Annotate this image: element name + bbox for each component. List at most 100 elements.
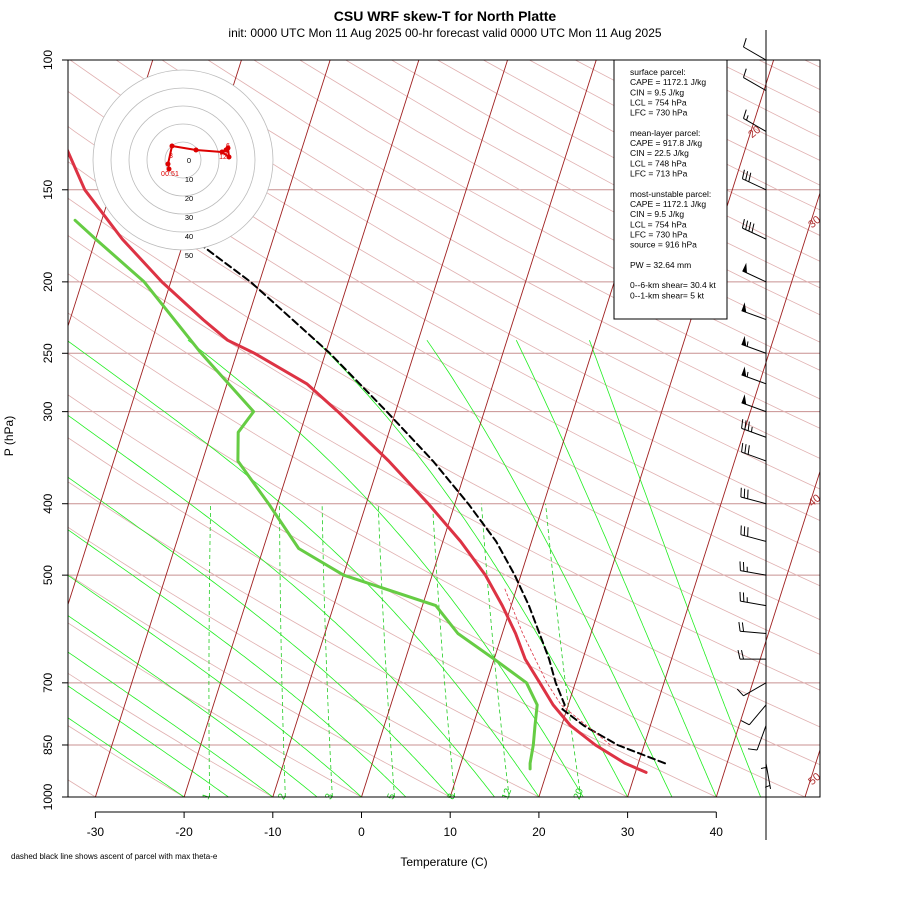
stats-line: CIN = 22.5 J/kg [630,148,689,158]
barb-half-flag [746,115,749,121]
temperature-line [68,148,648,774]
stats-line: surface parcel: [630,67,686,77]
hodograph-point [193,147,199,153]
x-axis-label: Temperature (C) [400,855,487,869]
barb-shaft [740,534,767,542]
p-tick-label: 400 [41,493,55,513]
hodograph-ring-label: 40 [185,232,193,241]
barb-shaft [740,496,767,505]
isotherm [538,60,775,797]
dry-adiabat [68,90,820,521]
mixing-ratio-label: 1 [201,792,213,801]
stats-line: LCL = 754 hPa [630,97,687,107]
stats-line: LCL = 754 hPa [630,219,687,229]
barb-shaft [741,343,767,354]
barb-flag [743,109,747,119]
wind-barb [747,725,767,751]
moist-adiabat [68,574,362,797]
barb-shaft [765,763,772,789]
barb-flag [745,220,749,230]
hodograph-height-label: 0.5 [165,171,175,178]
p-tick-label: 850 [41,735,55,755]
moist-adiabat [68,615,318,797]
isotherm [94,60,331,797]
isotherm [361,60,597,797]
stats-line: source = 916 hPa [630,240,697,250]
dewpoint-line [73,218,539,771]
wind-barb [740,525,767,542]
x-tick-label: 0 [358,825,365,839]
barb-flag [741,169,745,179]
mixing-ratio-line [321,503,333,797]
wind-barb [743,109,767,132]
barb-shaft [743,682,767,697]
x-tick-label: -10 [264,825,282,839]
stats-line: LCL = 748 hPa [630,158,687,168]
hodograph-height-label: 0 [161,171,165,178]
barb-shaft [741,402,767,413]
barb-flag [741,650,744,660]
barb-flag [741,622,745,632]
hodograph-ring-label: 20 [185,194,193,203]
wind-barb [737,650,766,660]
p-tick-label: 300 [41,401,55,421]
wind-barb [743,38,767,61]
barb-shaft [741,427,767,438]
x-tick-label: 10 [444,825,458,839]
barb-flag [744,420,747,430]
isotherm [272,60,508,797]
barb-half-flag [760,766,767,769]
moist-adiabat [68,340,540,797]
dry-adiabat [68,273,820,691]
p-tick-label: 700 [41,673,55,693]
dry-adiabat [68,352,820,766]
barb-shaft [740,570,767,576]
dry-adiabat [804,60,820,68]
wind-barb [736,682,767,697]
mixing-ratio-line [208,503,211,797]
mixing-ratio-line [377,503,395,797]
hodograph-ring-label: 0 [187,156,191,165]
hodograph-ring-label: 50 [185,251,193,260]
barb-shaft [756,725,767,751]
barb-flag [743,68,747,78]
barb-flag [747,748,758,751]
mixing-ratio-line [432,503,456,797]
barb-flag [741,419,744,429]
barb-pennant [741,394,747,405]
dry-adiabat [68,481,628,797]
x-tick-label: -30 [87,825,105,839]
stats-line: most-unstable parcel: [630,189,711,199]
wind-barb [742,262,767,283]
wind-barb [740,487,767,505]
barb-flag [751,223,755,233]
profile-lines [68,148,666,774]
barb-pennant [741,366,747,377]
footnote: dashed black line shows ascent of parcel… [11,852,218,861]
barb-shaft [748,704,767,726]
barb-shaft [741,374,767,385]
dry-adiabat [68,394,806,797]
moist-adiabat [68,651,274,797]
barb-shaft [742,227,767,240]
hodograph-point [226,154,232,160]
stats-line: LFC = 730 hPa [630,108,688,118]
p-tick-label: 150 [41,179,55,199]
x-tick-label: -20 [175,825,193,839]
axes: -30 -20 -10 0 10 20 30 401001502002503004005007… [41,50,723,839]
p-tick-label: 1000 [41,783,55,810]
dry-adiabat [68,526,540,797]
stats-line: LFC = 730 hPa [630,229,688,239]
barb-shaft [743,77,767,91]
hodograph-point [223,147,229,153]
moist-adiabat [68,717,185,797]
dry-adiabat [712,60,820,114]
barb-shaft [743,117,767,132]
mixing-ratio-line [545,503,582,797]
dry-adiabat [253,60,820,371]
barb-flag [743,38,747,48]
isotherm [804,748,820,797]
barb-shaft [743,46,767,61]
dry-adiabat [758,60,820,90]
